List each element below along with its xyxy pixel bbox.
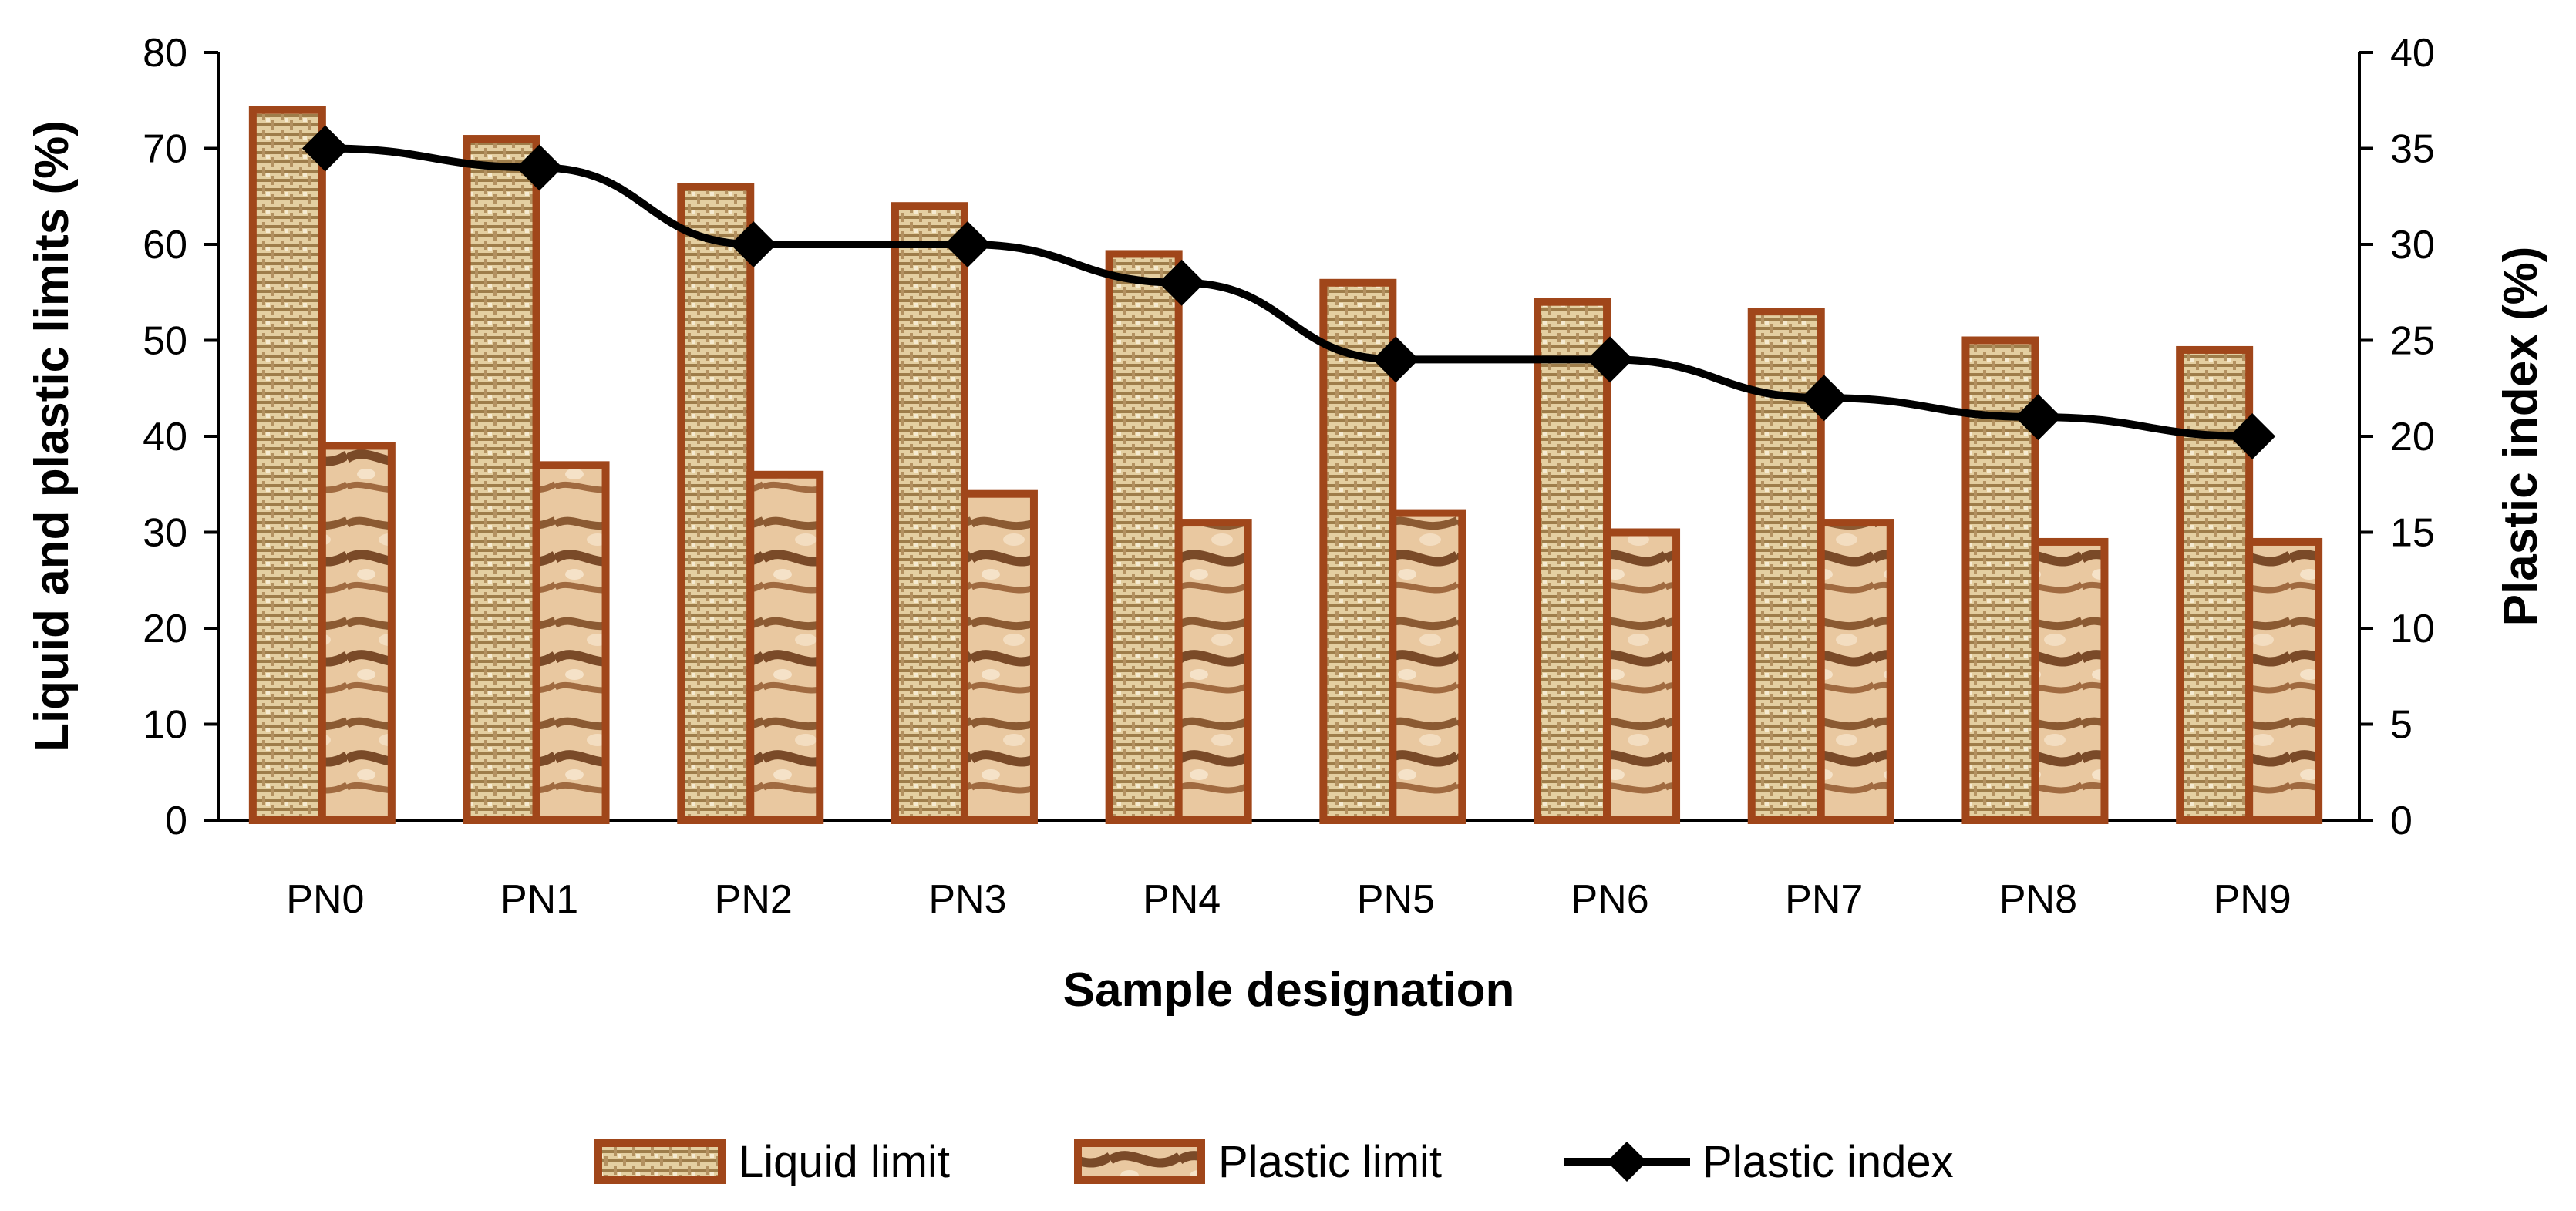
y-tick-label: 0	[165, 799, 187, 843]
bar-plastic-limit	[2245, 537, 2323, 824]
y-tick-label: 60	[143, 223, 187, 267]
plastic-index-marker	[301, 125, 349, 172]
y-tick-label: 80	[143, 31, 187, 76]
axes: 0 10 20 30 40 50 60 70 80 0 5 10 15 20 25 30 35 40 PN0 PN1 P…	[143, 31, 2435, 922]
x-tick-label: PN6	[1571, 877, 1648, 922]
plastic-index-line-layer	[301, 125, 2276, 459]
legend-label-plastic-limit: Plastic limit	[1218, 1137, 1442, 1187]
bar-liquid-limit	[2176, 345, 2254, 824]
x-tick-label: PN7	[1785, 877, 1863, 922]
bar-liquid-limit	[1105, 250, 1183, 824]
x-tick-label: PN0	[286, 877, 364, 922]
y2-tick-label: 20	[2390, 415, 2435, 459]
legend-swatch-liquid-limit	[594, 1139, 726, 1184]
bar-plastic-limit	[960, 489, 1038, 824]
bar-plastic-limit	[2031, 537, 2109, 824]
bar-plastic-limit	[746, 470, 824, 824]
y2-tick-label: 5	[2390, 703, 2413, 748]
plastic-index-marker	[516, 144, 563, 191]
plastic-index-marker	[1587, 336, 1634, 383]
bar-plastic-limit	[318, 442, 396, 824]
bar-liquid-limit	[677, 183, 755, 825]
y2-tick-label: 40	[2390, 31, 2435, 76]
plastic-index-marker	[944, 221, 991, 267]
legend-label-plastic-index: Plastic index	[1702, 1137, 1954, 1187]
legend-swatch-plastic-limit	[1074, 1139, 1205, 1184]
bar-liquid-limit	[248, 106, 326, 824]
y-tick-label: 50	[143, 319, 187, 364]
y-tick-label: 70	[143, 127, 187, 172]
bar-liquid-limit	[1747, 308, 1825, 824]
y2-tick-label: 30	[2390, 223, 2435, 267]
legend-swatch-plastic-index-marker	[1607, 1142, 1647, 1182]
plastic-index-marker	[2229, 413, 2276, 459]
plastic-index-marker	[1372, 336, 1419, 383]
bar-plastic-limit	[1174, 519, 1252, 824]
y-tick-label: 30	[143, 511, 187, 556]
bar-plastic-limit	[1817, 519, 1894, 824]
bar-plastic-limit	[532, 461, 610, 824]
y2-tick-label: 0	[2390, 799, 2413, 843]
bar-liquid-limit	[1534, 298, 1611, 824]
plastic-index-marker	[730, 221, 777, 267]
legend-label-liquid-limit: Liquid limit	[739, 1137, 950, 1187]
y2-tick-label: 25	[2390, 319, 2435, 364]
bar-plastic-limit	[1603, 528, 1681, 824]
y2-tick-label: 10	[2390, 607, 2435, 651]
plastic-index-line	[325, 144, 2253, 440]
y2-axis-title: Plastic index (%)	[2494, 247, 2547, 627]
bars	[248, 106, 2323, 825]
x-tick-label: PN9	[2214, 877, 2291, 922]
y-axis-title: Liquid and plastic limits (%)	[25, 120, 79, 752]
y2-tick-label: 15	[2390, 511, 2435, 556]
plastic-index-marker	[1800, 375, 1847, 422]
x-tick-label: PN1	[500, 877, 578, 922]
y2-tick-label: 35	[2390, 127, 2435, 172]
x-tick-label: PN2	[715, 877, 793, 922]
plastic-index-marker	[1158, 259, 1205, 306]
bar-plastic-limit	[1389, 509, 1466, 824]
x-tick-label: PN8	[1999, 877, 2077, 922]
legend: Liquid limit Plastic limit Plastic index	[594, 1137, 1954, 1187]
x-tick-label: PN5	[1357, 877, 1435, 922]
y-tick-label: 20	[143, 607, 187, 651]
bar-liquid-limit	[463, 135, 540, 825]
x-axis-title: Sample designation	[1063, 964, 1515, 1017]
bar-liquid-limit	[891, 202, 968, 824]
plastic-index-marker	[2015, 394, 2062, 441]
x-tick-label: PN4	[1143, 877, 1221, 922]
y-tick-label: 40	[143, 415, 187, 459]
y-tick-label: 10	[143, 703, 187, 748]
x-tick-label: PN3	[928, 877, 1006, 922]
